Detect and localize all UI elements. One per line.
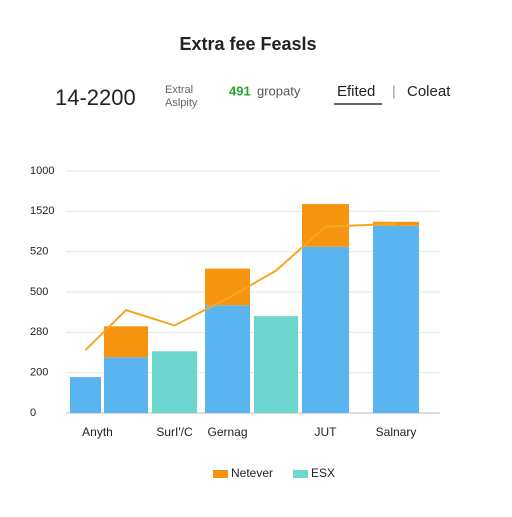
bar (205, 268, 250, 306)
bar (104, 357, 148, 413)
legend-swatch (213, 470, 228, 478)
green-label: gropaty (257, 83, 301, 98)
y-tick-label: 1000 (30, 165, 54, 177)
bar (70, 377, 101, 413)
bar (104, 326, 148, 358)
x-tick-label: Gernag (207, 425, 247, 439)
x-tick-label: Anyth (82, 425, 113, 439)
chart-title: Extra fee Feasls (179, 34, 316, 54)
y-tick-label: 200 (30, 367, 48, 379)
bar (302, 246, 349, 413)
line (84, 222, 397, 351)
big-number: 14-2200 (55, 85, 136, 110)
y-tick-label: 1520 (30, 205, 54, 217)
separator: | (392, 83, 396, 99)
tab[interactable]: Efited (337, 83, 375, 100)
legend-swatch (293, 470, 309, 478)
y-tick-label: 0 (30, 407, 36, 419)
x-tick-label: Salnary (376, 425, 417, 439)
x-tick-label: JUT (315, 425, 338, 439)
tab[interactable]: Coleat (407, 83, 451, 100)
bar (254, 316, 298, 413)
small-label: Aslpity (165, 97, 198, 109)
small-label: Extral (165, 84, 193, 96)
x-tick-label: SurI'/C (156, 425, 193, 439)
green-value: 491 (229, 83, 251, 98)
y-tick-label: 280 (30, 326, 48, 338)
bar (373, 225, 419, 413)
y-tick-label: 520 (30, 246, 48, 258)
bar (152, 351, 197, 413)
legend-label: ESX (311, 466, 335, 480)
y-tick-label: 500 (30, 286, 48, 298)
bar (205, 305, 250, 413)
legend-label: Netever (231, 466, 273, 480)
